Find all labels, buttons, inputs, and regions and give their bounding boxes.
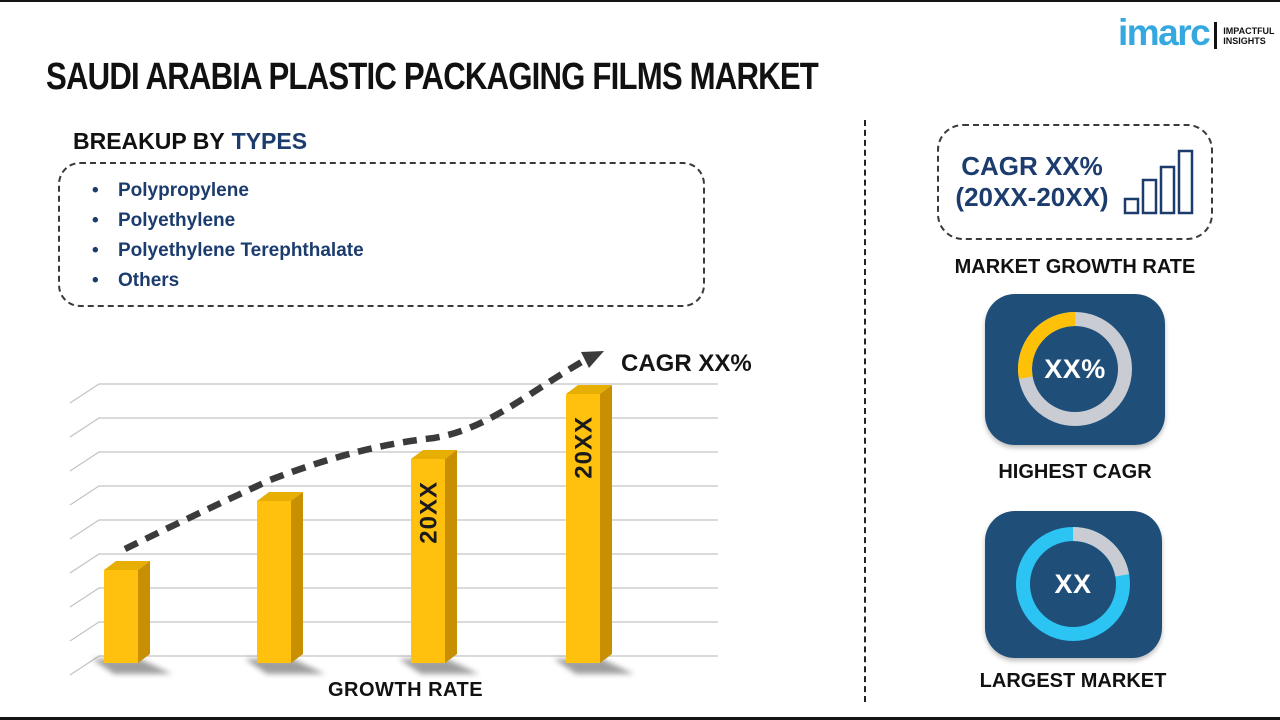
types-list: PolypropylenePolyethylenePolyethylene Te… [92, 176, 703, 296]
logo-tagline: IMPACTFUL INSIGHTS [1223, 26, 1274, 46]
largest-market-label: LARGEST MARKET [979, 670, 1167, 692]
svg-text:20XX: 20XX [416, 481, 443, 544]
svg-text:20XX: 20XX [571, 416, 598, 479]
growth-rate-bar-chart: 20XX 20XX CAGR XX% [69, 350, 752, 676]
largest-market-segment [1072, 527, 1130, 577]
logo-divider-bar [1214, 22, 1218, 49]
section-divider [864, 120, 866, 702]
largest-market-tile: XX [985, 511, 1162, 658]
list-item: Others [92, 266, 703, 296]
imarc-logo: imarc IMPACTFUL INSIGHTS [1118, 14, 1275, 51]
list-item: Polyethylene [92, 206, 703, 236]
trend-arrowhead [581, 351, 604, 368]
list-item: Polyethylene Terephthalate [92, 236, 703, 266]
cagr-card-line1: CAGR XX% [961, 151, 1103, 181]
logo-tagline-line1: IMPACTFUL [1223, 26, 1275, 36]
logo-tagline-line2: INSIGHTS [1223, 36, 1266, 46]
trend-cagr-label: CAGR XX% [621, 350, 752, 377]
breakup-heading-prefix: BREAKUP BY [73, 128, 225, 154]
highest-cagr-segment [1018, 312, 1076, 379]
highest-cagr-value: XX% [1044, 354, 1106, 384]
chart-bars: 20XX 20XX [92, 385, 634, 674]
cagr-card-text: CAGR XX% (20XX-20XX) [955, 151, 1108, 213]
chart-x-axis-label: GROWTH RATE [327, 679, 484, 701]
breakup-heading-highlight: TYPES [231, 128, 308, 154]
cagr-summary-card: CAGR XX% (20XX-20XX) [937, 124, 1213, 240]
bar-chart-icon [1123, 149, 1193, 215]
largest-market-value: XX [1054, 569, 1091, 599]
cagr-card-line2: (20XX-20XX) [955, 182, 1109, 212]
list-item: Polypropylene [92, 176, 703, 206]
market-growth-rate-label: MARKET GROWTH RATE [954, 256, 1196, 278]
page-title: SAUDI ARABIA PLASTIC PACKAGING FILMS MAR… [46, 56, 819, 98]
imarc-wordmark: imarc [1118, 12, 1211, 53]
types-list-box: PolypropylenePolyethylenePolyethylene Te… [58, 162, 705, 307]
largest-market-donut: XX [1016, 527, 1130, 641]
highest-cagr-label: HIGHEST CAGR [998, 461, 1152, 483]
highest-cagr-donut: XX% [1018, 312, 1132, 426]
chart-gridlines [69, 383, 718, 676]
highest-cagr-tile: XX% [985, 294, 1165, 445]
breakup-heading: BREAKUP BY TYPES [73, 128, 307, 155]
trend-arrow-line [123, 357, 587, 552]
